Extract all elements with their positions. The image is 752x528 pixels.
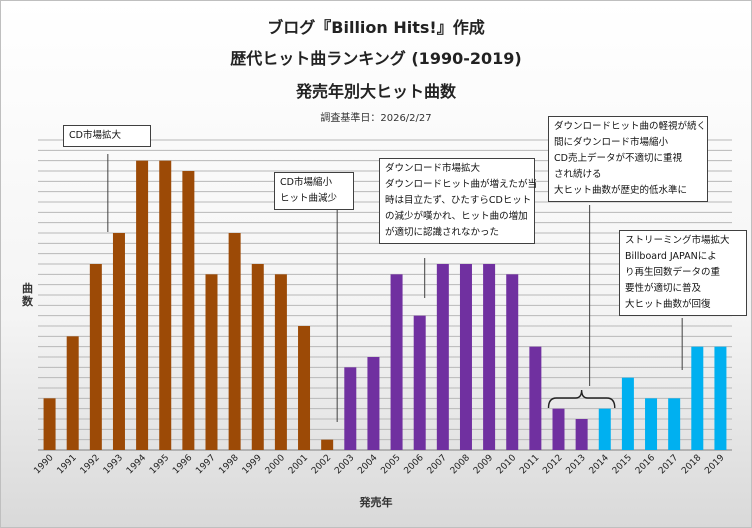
- bar-1997: [205, 274, 218, 450]
- bar-2001: [298, 326, 311, 450]
- y-axis-label: 曲数: [22, 282, 33, 308]
- x-tick-label-1993: 1993: [102, 453, 125, 476]
- annotation-streaming: ストリーミング市場拡大 Billboard JAPANによ り再生回数データの重 要性…: [619, 230, 747, 316]
- x-tick-label-1991: 1991: [56, 453, 79, 476]
- annotation-line: ダウンロードヒット曲の軽視が続く: [554, 121, 707, 132]
- x-tick-label-2009: 2009: [472, 453, 495, 476]
- annotation-line: CD市場拡大: [69, 130, 121, 141]
- x-tick-label-2003: 2003: [333, 453, 356, 476]
- x-tick-label-2014: 2014: [588, 453, 611, 476]
- annotation-dl-shrink: ダウンロードヒット曲の軽視が続く 間にダウンロード市場縮小 CD売上データが不適切に…: [548, 116, 708, 202]
- annotation-cd-shrink: CD市場縮小 ヒット曲減少: [274, 172, 354, 210]
- x-tick-label-2007: 2007: [426, 453, 449, 476]
- x-axis-label: 発売年: [359, 496, 393, 509]
- bar-2008: [459, 264, 472, 450]
- x-tick-label-1995: 1995: [148, 453, 171, 476]
- annotation-line: り再生回数データの重: [625, 267, 721, 278]
- x-tick-label-2008: 2008: [449, 453, 472, 476]
- annotation-line: ストリーミング市場拡大: [625, 235, 730, 246]
- x-tick-label-1990: 1990: [32, 453, 55, 476]
- bar-2015: [621, 377, 634, 450]
- x-tick-label-2001: 2001: [287, 453, 310, 476]
- x-tick-label-2017: 2017: [657, 453, 680, 476]
- x-tick-label-1997: 1997: [194, 453, 217, 476]
- bar-2007: [436, 264, 449, 450]
- bar-2005: [390, 274, 403, 450]
- bar-2002: [321, 439, 334, 450]
- x-tick-label-1996: 1996: [171, 453, 194, 476]
- bar-1992: [89, 264, 102, 450]
- chart-title-line-1: ブログ『Billion Hits!』作成: [267, 18, 485, 37]
- annotation-line: 間にダウンロード市場縮小: [554, 137, 669, 148]
- bracket-2012-2014: [547, 389, 616, 409]
- x-tick-label-1992: 1992: [79, 453, 102, 476]
- x-tick-label-2013: 2013: [564, 453, 587, 476]
- annotation-line: ダウンロードヒット曲が増えたが当: [385, 179, 538, 190]
- bar-1994: [136, 160, 149, 450]
- x-tick-label-2015: 2015: [611, 453, 634, 476]
- annotation-line: ダウンロード市場拡大: [385, 163, 481, 174]
- x-tick-label-2019: 2019: [703, 453, 726, 476]
- x-tick-label-2005: 2005: [379, 453, 402, 476]
- bar-1991: [66, 336, 79, 450]
- annotation-line: 要性が適切に普及: [625, 283, 702, 294]
- bar-1996: [182, 171, 195, 450]
- annotation-line: Billboard JAPANによ: [625, 251, 717, 262]
- bar-2006: [413, 315, 426, 450]
- annotation-line: 時は目立たず、ひたすらCDヒット: [385, 195, 532, 206]
- annotation-dl-expand: ダウンロード市場拡大ダウンロードヒット曲が増えたが当 時は目立たず、ひたすらCDヒ…: [379, 158, 538, 244]
- x-tick-label-2012: 2012: [541, 453, 564, 476]
- bar-2013: [575, 419, 588, 450]
- chart-title-line-2: 歴代ヒット曲ランキング (1990-2019): [230, 49, 522, 68]
- annotation-line: され続ける: [554, 169, 602, 180]
- bar-2018: [691, 346, 704, 450]
- bar-2011: [529, 346, 542, 450]
- bar-2003: [344, 367, 357, 450]
- bar-2004: [367, 357, 380, 450]
- bar-1990: [43, 398, 56, 450]
- x-tick-label-2011: 2011: [518, 453, 541, 476]
- annotation-line: 大ヒット曲数が歴史的低水準に: [554, 185, 688, 196]
- annotation-line: が適切に認識されなかった: [385, 227, 500, 238]
- bar-2010: [506, 274, 519, 450]
- annotation-line: ヒット曲減少: [280, 193, 338, 204]
- bar-1993: [112, 233, 125, 450]
- bar-2012: [552, 408, 565, 450]
- bar-2017: [668, 398, 681, 450]
- bar-2019: [714, 346, 727, 450]
- bar-1998: [228, 233, 241, 450]
- bar-2016: [645, 398, 658, 450]
- chart-subtitle: 調査基準日：2026/2/27: [320, 113, 432, 124]
- bar-2000: [274, 274, 287, 450]
- annotation-line: の減少が嘆かれ、ヒット曲の増加: [385, 211, 528, 222]
- x-tick-label-2010: 2010: [495, 453, 518, 476]
- x-tick-label-2006: 2006: [403, 453, 426, 476]
- x-tick-label-2016: 2016: [634, 453, 657, 476]
- x-tick-label-1998: 1998: [217, 453, 240, 476]
- bar-2014: [598, 408, 611, 450]
- bar-1995: [159, 160, 172, 450]
- x-tick-label-1999: 1999: [241, 453, 264, 476]
- annotation-line: CD売上データが不適切に重視: [554, 153, 682, 164]
- bar-2009: [483, 264, 496, 450]
- x-tick-label-1994: 1994: [125, 453, 148, 476]
- x-tick-label-2018: 2018: [680, 453, 703, 476]
- chart-title-line-3: 発売年別大ヒット曲数: [295, 82, 456, 101]
- annotation-line: CD市場縮小: [280, 177, 332, 188]
- annotation-cd-expand: CD市場拡大: [63, 125, 151, 147]
- x-tick-label-2002: 2002: [310, 453, 333, 476]
- x-tick-label-2004: 2004: [356, 453, 379, 476]
- bar-1999: [251, 264, 264, 450]
- annotation-line: 大ヒット曲数が回復: [625, 299, 711, 310]
- x-tick-label-2000: 2000: [264, 453, 287, 476]
